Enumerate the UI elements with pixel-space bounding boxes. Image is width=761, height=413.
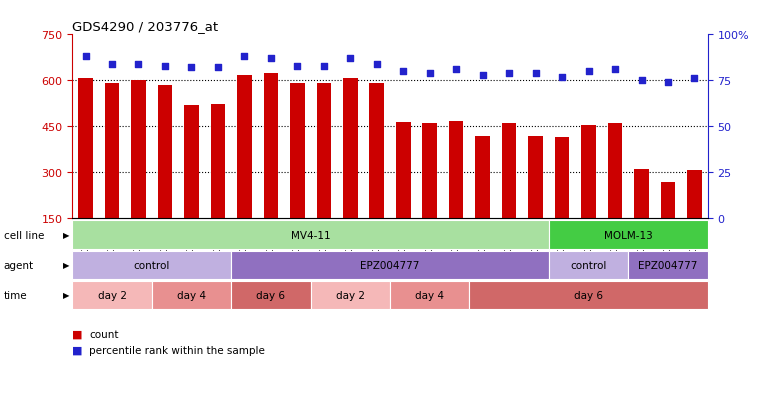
Point — [450, 67, 462, 74]
Text: control: control — [133, 260, 170, 270]
Bar — [422, 124, 437, 219]
Text: count: count — [89, 329, 119, 339]
Text: GDS4290 / 203776_at: GDS4290 / 203776_at — [72, 19, 218, 33]
Text: agent: agent — [4, 260, 34, 270]
Bar — [158, 86, 172, 219]
Text: day 2: day 2 — [336, 290, 365, 300]
Point — [344, 56, 356, 62]
Bar — [290, 84, 304, 219]
Point — [503, 70, 515, 77]
Bar — [370, 84, 384, 219]
Bar — [78, 79, 93, 219]
Bar — [555, 138, 569, 219]
Point — [609, 67, 621, 74]
Bar — [501, 124, 517, 219]
Point — [476, 72, 489, 79]
Bar — [634, 170, 649, 219]
Point — [556, 74, 568, 81]
Bar — [131, 81, 146, 219]
Point — [238, 54, 250, 60]
Point — [79, 54, 91, 60]
Bar — [661, 182, 675, 219]
Text: time: time — [4, 290, 27, 300]
Bar — [528, 137, 543, 219]
Bar — [449, 121, 463, 219]
Point — [530, 70, 542, 77]
Point — [132, 61, 145, 68]
Text: percentile rank within the sample: percentile rank within the sample — [89, 345, 265, 355]
Point — [265, 56, 277, 62]
Text: day 4: day 4 — [177, 290, 206, 300]
Point — [318, 63, 330, 70]
Point — [159, 63, 171, 70]
Text: ▶: ▶ — [62, 230, 69, 240]
Bar — [396, 122, 410, 219]
Point — [397, 69, 409, 75]
Bar — [608, 124, 622, 219]
Text: cell line: cell line — [4, 230, 44, 240]
Point — [371, 61, 383, 68]
Bar — [687, 171, 702, 219]
Text: ▶: ▶ — [62, 291, 69, 300]
Point — [662, 80, 674, 86]
Point — [689, 76, 701, 83]
Bar — [263, 74, 279, 219]
Text: ■: ■ — [72, 345, 83, 355]
Text: day 6: day 6 — [574, 290, 603, 300]
Point — [212, 65, 224, 71]
Text: MV4-11: MV4-11 — [291, 230, 330, 240]
Point — [635, 78, 648, 84]
Bar — [343, 78, 358, 219]
Point — [106, 61, 118, 68]
Bar — [476, 136, 490, 219]
Bar — [317, 84, 331, 219]
Text: day 6: day 6 — [256, 290, 285, 300]
Text: EPZ004777: EPZ004777 — [638, 260, 698, 270]
Text: EPZ004777: EPZ004777 — [360, 260, 420, 270]
Text: day 4: day 4 — [416, 290, 444, 300]
Bar — [105, 84, 119, 219]
Bar — [237, 76, 252, 219]
Point — [291, 63, 304, 70]
Bar — [184, 106, 199, 219]
Text: control: control — [571, 260, 607, 270]
Point — [424, 70, 436, 77]
Text: MOLM-13: MOLM-13 — [604, 230, 653, 240]
Bar — [211, 104, 225, 219]
Bar — [581, 126, 596, 219]
Text: ▶: ▶ — [62, 261, 69, 270]
Point — [186, 65, 198, 71]
Text: ■: ■ — [72, 329, 83, 339]
Text: day 2: day 2 — [97, 290, 126, 300]
Point — [582, 69, 594, 75]
